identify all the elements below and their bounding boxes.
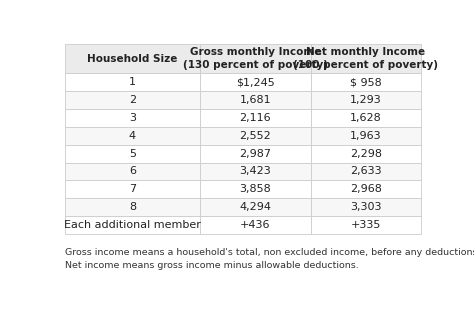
Text: $1,245: $1,245 [236, 77, 275, 87]
Text: Gross income means a household's total, non excluded income, before any deductio: Gross income means a household's total, … [65, 248, 474, 270]
Text: Each additional member: Each additional member [64, 220, 201, 230]
Bar [200, 127, 310, 145]
Text: 2,968: 2,968 [350, 184, 382, 194]
Bar [65, 91, 200, 109]
Bar [310, 44, 421, 73]
Bar [310, 73, 421, 91]
Text: 2,116: 2,116 [239, 113, 271, 123]
Bar [310, 180, 421, 198]
Bar [310, 145, 421, 162]
Text: $ 958: $ 958 [350, 77, 382, 87]
Bar [65, 180, 200, 198]
Text: 4: 4 [129, 131, 136, 141]
Bar [200, 216, 310, 234]
Bar [200, 109, 310, 127]
Bar [65, 162, 200, 180]
Text: 2,633: 2,633 [350, 167, 382, 176]
Bar [200, 73, 310, 91]
Text: 2,987: 2,987 [239, 149, 272, 159]
Bar [200, 198, 310, 216]
Bar [200, 180, 310, 198]
Bar [200, 44, 310, 73]
Bar [65, 127, 200, 145]
Text: 8: 8 [129, 202, 136, 212]
Text: Household Size: Household Size [87, 54, 178, 64]
Text: 3,303: 3,303 [350, 202, 382, 212]
Text: 1,628: 1,628 [350, 113, 382, 123]
Bar [65, 198, 200, 216]
Text: 2: 2 [129, 95, 136, 105]
Text: 3,858: 3,858 [239, 184, 271, 194]
Text: 1,293: 1,293 [350, 95, 382, 105]
Bar [200, 145, 310, 162]
Text: 1: 1 [129, 77, 136, 87]
Bar [310, 109, 421, 127]
Bar [65, 73, 200, 91]
Bar [310, 216, 421, 234]
Text: 6: 6 [129, 167, 136, 176]
Bar [310, 162, 421, 180]
Text: +335: +335 [351, 220, 381, 230]
Bar [65, 145, 200, 162]
Bar [200, 91, 310, 109]
Text: 2,552: 2,552 [239, 131, 271, 141]
Text: 4,294: 4,294 [239, 202, 272, 212]
Text: 7: 7 [129, 184, 136, 194]
Text: +436: +436 [240, 220, 271, 230]
Bar [65, 109, 200, 127]
Bar [310, 91, 421, 109]
Bar [65, 44, 200, 73]
Bar [200, 162, 310, 180]
Text: 1,681: 1,681 [239, 95, 271, 105]
Text: 2,298: 2,298 [350, 149, 382, 159]
Bar [310, 198, 421, 216]
Text: Gross monthly Income
(130 percent of poverty): Gross monthly Income (130 percent of pov… [183, 47, 328, 70]
Text: 3,423: 3,423 [239, 167, 271, 176]
Bar [310, 127, 421, 145]
Text: 1,963: 1,963 [350, 131, 382, 141]
Text: Net monthly Income
(100 percent of poverty): Net monthly Income (100 percent of pover… [293, 47, 438, 70]
Text: 3: 3 [129, 113, 136, 123]
Bar [65, 216, 200, 234]
Text: 5: 5 [129, 149, 136, 159]
